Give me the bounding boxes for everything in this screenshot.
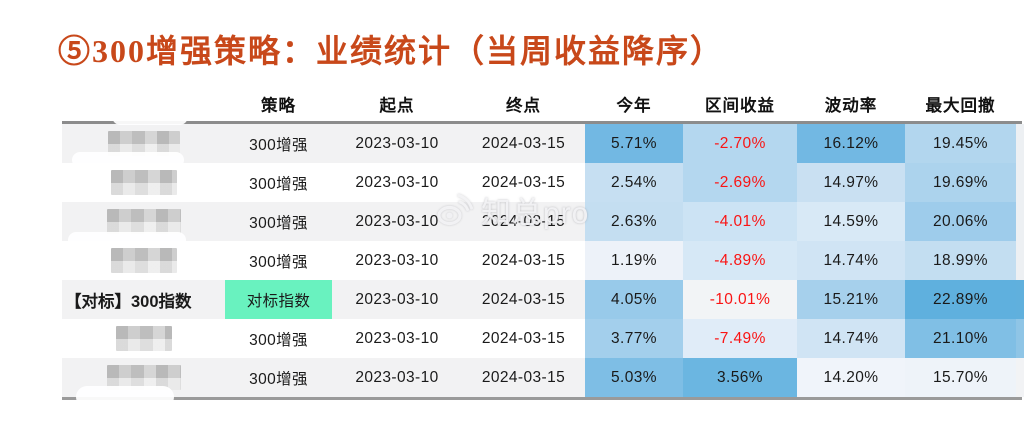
interval-return-cell: -2.69%: [683, 163, 797, 202]
censored-name-mosaic: [110, 170, 177, 195]
max-drawdown-cell: 22.89%: [905, 280, 1016, 319]
table-top-rule: [62, 121, 1022, 124]
cropped-cell-fragment: [1016, 202, 1024, 241]
page-title: ⑤300增强策略：业绩统计（当周收益降序）: [58, 33, 725, 69]
header-start-date: 起点: [379, 96, 415, 115]
table-bottom-rule: [62, 397, 1022, 400]
censor-smudge: [76, 386, 174, 408]
censored-name-mosaic: [107, 131, 180, 156]
volatility-cell: 15.21%: [797, 280, 905, 319]
end-date-cell: 2024-03-15: [481, 251, 566, 269]
strategy-name-cell: [62, 319, 225, 358]
cropped-next-column-strip: [1016, 124, 1024, 397]
start-date-cell: 2023-03-10: [355, 368, 439, 386]
interval-return-cell: -4.89%: [683, 241, 797, 280]
ytd-return-cell: 1.19%: [585, 241, 683, 280]
cropped-cell-fragment: [1016, 319, 1024, 358]
ytd-return-cell: 2.54%: [585, 163, 683, 202]
censor-smudge: [112, 108, 188, 125]
header-end-date: 终点: [506, 96, 541, 115]
table-row: 300增强 2023-03-10 2024-03-15 3.77% -7.49%…: [62, 319, 1016, 358]
cropped-cell-fragment: [1016, 163, 1024, 202]
table-row: 300增强 2023-03-10 2024-03-15 2.63% -4.01%…: [62, 202, 1016, 241]
ytd-return-cell: 3.77%: [585, 319, 683, 358]
strategy-name-cell: [62, 241, 225, 280]
ytd-return-cell: 5.71%: [585, 124, 683, 163]
volatility-cell: 16.12%: [797, 124, 905, 163]
interval-return-cell: -2.70%: [683, 124, 797, 163]
ytd-return-cell: 5.03%: [585, 358, 683, 397]
strategy-name-cell: [62, 163, 225, 202]
table-row: 300增强 2023-03-10 2024-03-15 1.19% -4.89%…: [62, 241, 1016, 280]
cropped-cell-fragment: [1016, 124, 1024, 163]
censor-smudge: [72, 152, 184, 168]
end-date-cell: 2024-03-15: [481, 173, 566, 191]
volatility-cell: 14.74%: [797, 319, 905, 358]
strategy-cell: 300增强: [249, 331, 308, 349]
start-date-cell: 2023-03-10: [355, 134, 439, 152]
cropped-cell-fragment: [1016, 241, 1024, 280]
max-drawdown-cell: 18.99%: [905, 241, 1016, 280]
table-row: 【对标】300指数 对标指数 2023-03-10 2024-03-15 4.0…: [62, 280, 1016, 319]
end-date-cell: 2024-03-15: [481, 329, 566, 347]
max-drawdown-cell: 19.45%: [905, 124, 1016, 163]
table-row: 300增强 2023-03-10 2024-03-15 5.03% 3.56% …: [62, 358, 1016, 397]
strategy-cell: 300增强: [249, 370, 308, 388]
max-drawdown-cell: 20.06%: [905, 202, 1016, 241]
interval-return-cell: -7.49%: [683, 319, 797, 358]
strategy-cell: 300增强: [249, 214, 308, 232]
header-max-drawdown: 最大回撤: [925, 96, 996, 115]
censored-name-mosaic: [106, 209, 181, 234]
volatility-cell: 14.59%: [797, 202, 905, 241]
max-drawdown-cell: 21.10%: [905, 319, 1016, 358]
end-date-cell: 2024-03-15: [481, 134, 566, 152]
strategy-name-cell: [62, 202, 225, 241]
strategy-name-cell: [62, 124, 225, 163]
censored-name-mosaic: [115, 326, 172, 351]
ytd-return-cell: 4.05%: [585, 280, 683, 319]
performance-table: 策略 起点 终点 今年 区间收益 波动率 最大回撤: [62, 86, 1016, 121]
strategy-cell: 300增强: [249, 175, 308, 193]
strategy-cell: 对标指数: [225, 280, 332, 319]
strategy-name-cell: 【对标】300指数: [65, 292, 192, 311]
start-date-cell: 2023-03-10: [355, 329, 439, 347]
ytd-return-cell: 2.63%: [585, 202, 683, 241]
header-strategy: 策略: [261, 96, 296, 115]
header-ytd-return: 今年: [616, 96, 652, 115]
start-date-cell: 2023-03-10: [355, 290, 439, 308]
table-body: 300增强 2023-03-10 2024-03-15 5.71% -2.70%…: [62, 124, 1016, 397]
table-header-row: 策略 起点 终点 今年 区间收益 波动率 最大回撤: [62, 86, 1016, 121]
header-interval-return: 区间收益: [705, 96, 775, 115]
max-drawdown-cell: 19.69%: [905, 163, 1016, 202]
cropped-cell-fragment: [1016, 280, 1024, 319]
max-drawdown-cell: 15.70%: [905, 358, 1016, 397]
censored-name-mosaic: [110, 248, 177, 273]
end-date-cell: 2024-03-15: [481, 368, 566, 386]
header-volatility: 波动率: [824, 96, 878, 115]
interval-return-cell: -10.01%: [683, 280, 797, 319]
end-date-cell: 2024-03-15: [481, 212, 566, 230]
start-date-cell: 2023-03-10: [355, 173, 439, 191]
strategy-cell: 300增强: [249, 136, 308, 154]
volatility-cell: 14.74%: [797, 241, 905, 280]
interval-return-cell: -4.01%: [683, 202, 797, 241]
censor-smudge: [68, 232, 186, 248]
end-date-cell: 2024-03-15: [481, 290, 566, 308]
start-date-cell: 2023-03-10: [355, 212, 439, 230]
start-date-cell: 2023-03-10: [355, 251, 439, 269]
interval-return-cell: 3.56%: [683, 358, 797, 397]
table-row: 300增强 2023-03-10 2024-03-15 5.71% -2.70%…: [62, 124, 1016, 163]
strategy-name-cell: [62, 358, 225, 397]
table-row: 300增强 2023-03-10 2024-03-15 2.54% -2.69%…: [62, 163, 1016, 202]
censored-name-mosaic: [106, 365, 181, 390]
strategy-cell: 300增强: [249, 253, 308, 271]
volatility-cell: 14.20%: [797, 358, 905, 397]
volatility-cell: 14.97%: [797, 163, 905, 202]
cropped-cell-fragment: [1016, 358, 1024, 397]
